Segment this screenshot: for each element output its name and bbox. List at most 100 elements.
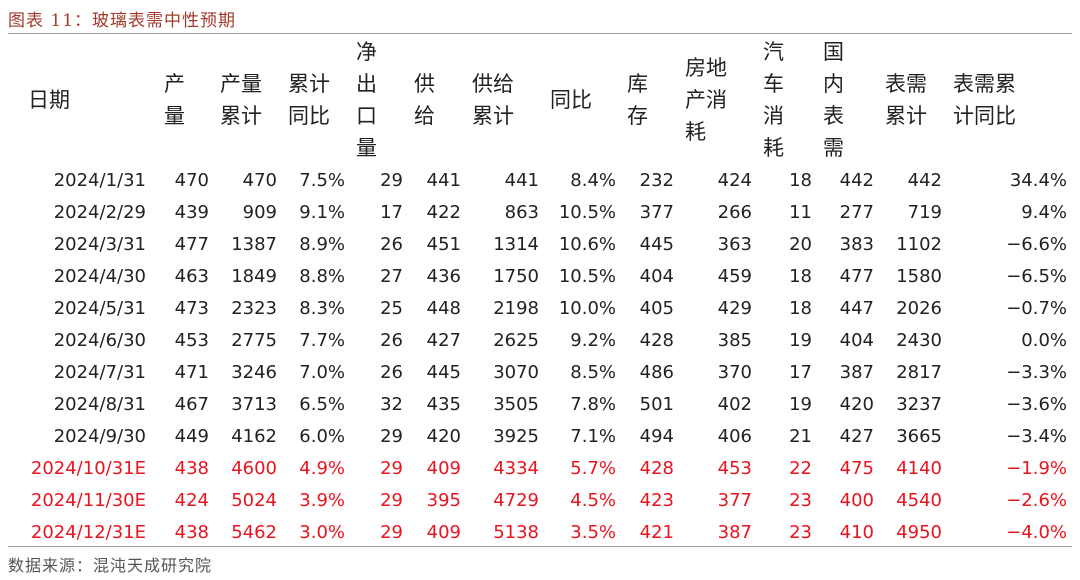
cell-demand-cumulative: 719: [907, 201, 942, 223]
cell-domestic-demand: 477: [839, 265, 874, 287]
cell-date: 2024/8/31: [53, 393, 146, 415]
header-line: 量: [356, 136, 377, 160]
cell-cumulative-yoy: 4.9%: [299, 457, 345, 479]
cell-yoy: 3.5%: [570, 521, 616, 543]
cell-cumulative-yoy: 7.5%: [299, 169, 345, 191]
header-line: 累计: [885, 104, 927, 128]
header-line: 表需: [885, 72, 927, 96]
cell-date: 2024/9/30: [53, 425, 146, 447]
cell-supply-cumulative: 3505: [493, 393, 539, 415]
header-line: 消: [763, 104, 784, 128]
cell-yoy: 10.6%: [558, 233, 616, 255]
header-supply-cumulative: 供给 累计: [466, 36, 544, 164]
cell-auto-consumption: 21: [789, 425, 812, 447]
cell-supply-cumulative: 441: [504, 169, 539, 191]
header-line: 房地: [685, 56, 727, 80]
table-row: 2024/9/30 449 4162 6.0% 29 420 3925 7.1% 494 406 2…: [8, 420, 1072, 452]
cell-net-export: 26: [380, 361, 403, 383]
cell-net-export: 29: [380, 521, 403, 543]
cell-net-export: 25: [380, 297, 403, 319]
cell-demand-cumulative-yoy: 9.4%: [1021, 201, 1067, 223]
cell-real-estate-consumption: 402: [717, 393, 752, 415]
cell-supply-cumulative: 4334: [493, 457, 539, 479]
table-body: 2024/1/31 470 470 7.5% 29 441 441 8.4% 232 424 18 4…: [8, 164, 1072, 548]
cell-domestic-demand: 404: [839, 329, 874, 351]
cell-real-estate-consumption: 377: [717, 489, 752, 511]
cell-yoy: 9.2%: [570, 329, 616, 351]
header-line: 耗: [685, 120, 706, 144]
cell-inventory: 405: [639, 297, 674, 319]
cell-production: 438: [174, 521, 209, 543]
cell-demand-cumulative-yoy: −0.7%: [1006, 297, 1067, 319]
cell-demand-cumulative-yoy: −2.6%: [1006, 489, 1067, 511]
cell-domestic-demand: 383: [839, 233, 874, 255]
cell-supply: 409: [426, 457, 461, 479]
cell-real-estate-consumption: 385: [717, 329, 752, 351]
cell-production-cumulative: 909: [242, 201, 277, 223]
table-row: 2024/4/30 463 1849 8.8% 27 436 1750 10.5% 404 459…: [8, 260, 1072, 292]
cell-supply-cumulative: 5138: [493, 521, 539, 543]
cell-date: 2024/4/30: [53, 265, 146, 287]
cell-real-estate-consumption: 429: [717, 297, 752, 319]
cell-domestic-demand: 400: [839, 489, 874, 511]
cell-yoy: 7.8%: [570, 393, 616, 415]
cell-production-cumulative: 5462: [231, 521, 277, 543]
cell-real-estate-consumption: 424: [717, 169, 752, 191]
cell-supply-cumulative: 863: [504, 201, 539, 223]
cell-cumulative-yoy: 9.1%: [299, 201, 345, 223]
cell-net-export: 32: [380, 393, 403, 415]
cell-real-estate-consumption: 370: [717, 361, 752, 383]
header-auto-consumption: 汽车消耗: [757, 36, 817, 164]
cell-production-cumulative: 4600: [231, 457, 277, 479]
cell-production-cumulative: 3713: [231, 393, 277, 415]
cell-demand-cumulative: 4950: [896, 521, 942, 543]
cell-auto-consumption: 22: [789, 457, 812, 479]
header-real-estate-consumption: 房地 产消耗: [679, 36, 757, 164]
cell-supply: 427: [426, 329, 461, 351]
cell-auto-consumption: 18: [789, 265, 812, 287]
header-line: 累计: [220, 104, 262, 128]
cell-production-cumulative: 5024: [231, 489, 277, 511]
cell-inventory: 494: [639, 425, 674, 447]
header-line: 供给: [472, 72, 514, 96]
cell-supply-cumulative: 1750: [493, 265, 539, 287]
cell-demand-cumulative-yoy: −3.3%: [1006, 361, 1067, 383]
header-line: 内: [823, 72, 844, 96]
header-inventory: 库存: [621, 36, 679, 164]
cell-date: 2024/3/31: [53, 233, 146, 255]
cell-supply-cumulative: 3070: [493, 361, 539, 383]
cell-cumulative-yoy: 6.5%: [299, 393, 345, 415]
cell-supply-cumulative: 4729: [493, 489, 539, 511]
cell-production: 438: [174, 457, 209, 479]
cell-supply-cumulative: 2625: [493, 329, 539, 351]
cell-cumulative-yoy: 8.9%: [299, 233, 345, 255]
header-line: 给: [414, 104, 435, 128]
cell-production-cumulative: 1387: [231, 233, 277, 255]
cell-supply: 420: [426, 425, 461, 447]
cell-domestic-demand: 387: [839, 361, 874, 383]
cell-cumulative-yoy: 8.3%: [299, 297, 345, 319]
cell-real-estate-consumption: 459: [717, 265, 752, 287]
cell-real-estate-consumption: 453: [717, 457, 752, 479]
header-demand-cumulative-yoy: 表需累 计同比: [947, 36, 1072, 164]
cell-supply-cumulative: 1314: [493, 233, 539, 255]
cell-cumulative-yoy: 7.0%: [299, 361, 345, 383]
cell-production: 477: [174, 233, 209, 255]
cell-net-export: 29: [380, 169, 403, 191]
cell-auto-consumption: 23: [789, 521, 812, 543]
table-row: 2024/6/30 453 2775 7.7% 26 427 2625 9.2% 428 385 1…: [8, 324, 1072, 356]
cell-auto-consumption: 11: [789, 201, 812, 223]
cell-demand-cumulative-yoy: 34.4%: [1009, 169, 1067, 191]
header-line: 净: [356, 40, 377, 64]
header-line: 计同比: [953, 104, 1016, 128]
cell-supply: 422: [426, 201, 461, 223]
table-row: 2024/11/30E 424 5024 3.9% 29 395 4729 4.5% 423 37…: [8, 484, 1072, 516]
cell-net-export: 17: [380, 201, 403, 223]
cell-date: 2024/12/31E: [30, 521, 146, 543]
header-line: 需: [823, 136, 844, 160]
cell-demand-cumulative-yoy: −6.6%: [1006, 233, 1067, 255]
cell-production: 463: [174, 265, 209, 287]
table-row: 2024/10/31E 438 4600 4.9% 29 409 4334 5.7% 428 45…: [8, 452, 1072, 484]
cell-supply: 395: [426, 489, 461, 511]
table-row: 2024/5/31 473 2323 8.3% 25 448 2198 10.0% 405 429…: [8, 292, 1072, 324]
